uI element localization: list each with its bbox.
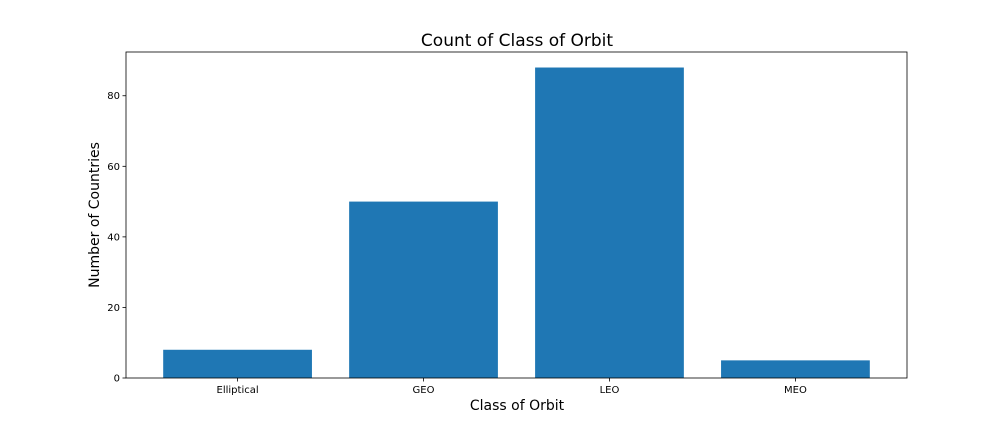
y-tick-label: 60 [107, 162, 120, 173]
y-tick-label: 40 [107, 232, 120, 243]
y-axis-label: Number of Countries [87, 142, 103, 288]
x-axis-label: Class of Orbit [470, 398, 565, 414]
bar-geo [349, 201, 498, 378]
bar-leo [535, 67, 684, 379]
bar-elliptical [163, 349, 312, 378]
plot-frame [125, 51, 908, 379]
chart-title: Count of Class of Orbit [421, 31, 613, 51]
x-tick-label: Elliptical [217, 385, 259, 396]
x-tick-label: GEO [413, 385, 435, 396]
y-axis-ticks: 0 20 40 60 80 [107, 91, 126, 385]
y-tick-label: 20 [107, 303, 120, 314]
x-tick-label: MEO [784, 385, 807, 396]
bars-group [163, 67, 870, 379]
x-axis-ticks: Elliptical GEO LEO MEO [217, 378, 807, 396]
x-tick-label: LEO [600, 385, 620, 396]
bar-meo [721, 360, 870, 378]
y-tick-label: 80 [107, 91, 120, 102]
y-tick-label: 0 [114, 374, 120, 385]
